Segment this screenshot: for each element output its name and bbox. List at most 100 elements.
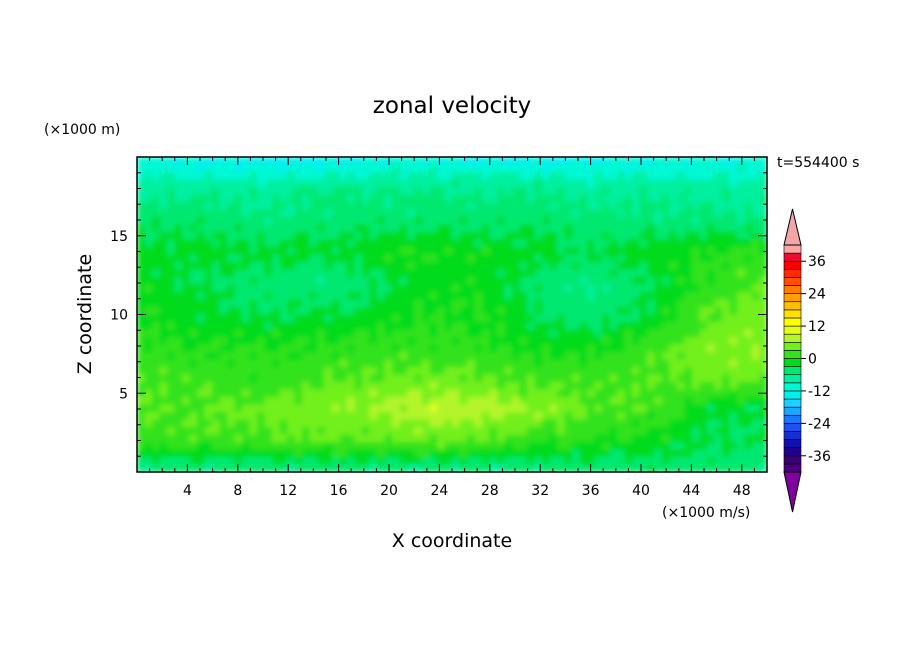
field-cell (234, 299, 243, 308)
field-cell (647, 157, 656, 166)
field-cell (759, 412, 767, 421)
field-cell (467, 157, 476, 166)
field-cell (437, 419, 446, 428)
field-cell (302, 307, 311, 316)
field-cell (452, 247, 461, 256)
field-cell (639, 269, 648, 278)
field-cell (407, 247, 416, 256)
field-cell (729, 254, 738, 263)
field-cell (324, 404, 333, 413)
field-cell (647, 337, 656, 346)
field-cell (422, 374, 431, 383)
field-cell (587, 307, 596, 316)
field-cell (677, 404, 686, 413)
field-cell (489, 307, 498, 316)
field-cell (339, 194, 348, 203)
field-cell (302, 464, 311, 472)
field-cell (669, 202, 678, 211)
field-cell (579, 464, 588, 472)
field-cell (624, 457, 633, 466)
field-cell (294, 352, 303, 361)
field-cell (504, 262, 513, 271)
field-cell (542, 239, 551, 248)
field-cell (422, 397, 431, 406)
field-cell (654, 247, 663, 256)
field-cell (759, 299, 767, 308)
field-cell (287, 374, 296, 383)
field-cell (189, 247, 198, 256)
field-cell (294, 284, 303, 293)
field-cell (497, 367, 506, 376)
field-cell (474, 164, 483, 173)
field-cell (662, 194, 671, 203)
field-cell (467, 202, 476, 211)
field-cell (197, 179, 206, 188)
field-cell (414, 262, 423, 271)
field-cell (632, 157, 641, 166)
field-cell (384, 389, 393, 398)
field-cell (459, 217, 468, 226)
field-cell (354, 412, 363, 421)
field-cell (752, 329, 761, 338)
field-cell (654, 292, 663, 301)
field-cell (294, 314, 303, 323)
field-cell (557, 412, 566, 421)
field-cell (549, 179, 558, 188)
field-cell (234, 172, 243, 181)
field-cell (519, 209, 528, 218)
field-cell (662, 292, 671, 301)
field-cell (647, 374, 656, 383)
field-cell (549, 194, 558, 203)
field-cell (452, 464, 461, 472)
field-cell (624, 337, 633, 346)
field-cell (729, 277, 738, 286)
field-cell (159, 322, 168, 331)
field-cell (437, 329, 446, 338)
field-cell (452, 307, 461, 316)
field-cell (167, 157, 176, 166)
field-cell (354, 419, 363, 428)
field-cell (227, 397, 236, 406)
field-cell (137, 262, 146, 271)
field-cell (317, 434, 326, 443)
field-cell (302, 292, 311, 301)
field-cell (759, 329, 767, 338)
field-cell (512, 389, 521, 398)
field-cell (197, 314, 206, 323)
field-cell (422, 232, 431, 241)
field-cell (264, 397, 273, 406)
field-cell (497, 157, 506, 166)
field-cell (212, 337, 221, 346)
field-cell (752, 404, 761, 413)
field-cell (699, 284, 708, 293)
field-cell (752, 194, 761, 203)
field-cell (159, 194, 168, 203)
field-cell (294, 194, 303, 203)
field-cell (557, 352, 566, 361)
field-cell (474, 322, 483, 331)
field-cell (504, 224, 513, 233)
field-cell (587, 247, 596, 256)
field-cell (212, 344, 221, 353)
field-cell (669, 389, 678, 398)
field-cell (354, 217, 363, 226)
field-cell (137, 314, 146, 323)
field-cell (302, 209, 311, 218)
field-cell (714, 194, 723, 203)
field-cell (534, 277, 543, 286)
field-cell (489, 457, 498, 466)
field-cell (452, 262, 461, 271)
field-cell (587, 344, 596, 353)
field-cell (204, 322, 213, 331)
field-cell (632, 277, 641, 286)
field-cell (534, 314, 543, 323)
field-cell (332, 269, 341, 278)
field-cell (294, 254, 303, 263)
field-cell (647, 344, 656, 353)
field-cell (572, 389, 581, 398)
field-cell (557, 419, 566, 428)
field-cell (557, 292, 566, 301)
field-cell (452, 419, 461, 428)
field-cell (369, 172, 378, 181)
field-cell (309, 412, 318, 421)
